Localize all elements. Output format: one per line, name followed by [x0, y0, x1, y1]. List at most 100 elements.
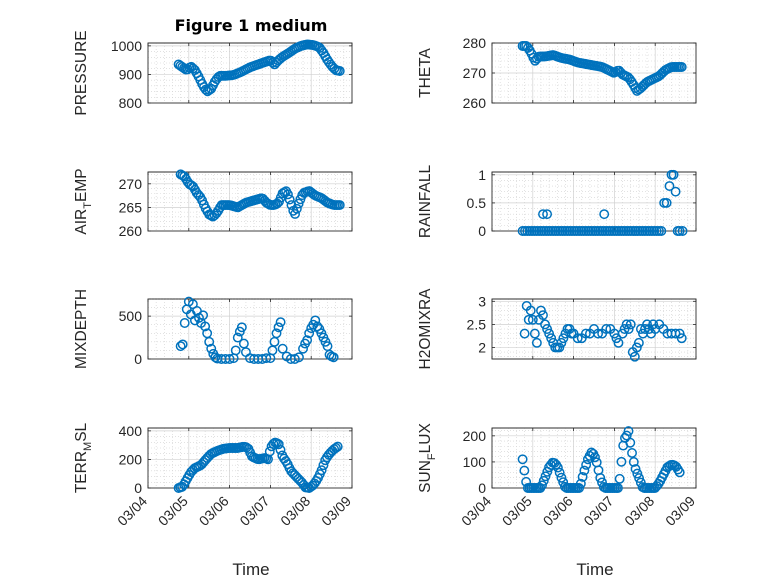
x-tick-label: 03/06: [540, 493, 576, 529]
series-markers: [517, 426, 685, 493]
y-tick-label: 100: [463, 454, 487, 470]
data-point: [575, 478, 586, 489]
subplot-mixdepth: 0 500 MIXDEPTH: [73, 289, 353, 369]
data-point: [601, 324, 612, 334]
data-point: [544, 328, 555, 339]
y-tick-label: 1000: [111, 38, 142, 54]
data-point: [206, 343, 217, 354]
data-point: [627, 447, 637, 458]
data-point: [538, 310, 548, 321]
y-axis-label-main: PRESSURE: [73, 30, 90, 115]
y-tick-label: 265: [119, 199, 143, 215]
data-point: [527, 314, 538, 325]
x-tick-label: 03/04: [458, 493, 494, 529]
data-point: [670, 186, 681, 197]
data-point: [261, 353, 272, 364]
y-axis-label-rest: EMP: [73, 168, 90, 202]
y-axis-label: H2OMIXRA: [417, 288, 434, 370]
y-axis-label: AIRTEMP: [73, 168, 94, 234]
data-point: [661, 197, 672, 208]
y-tick-label: 270: [463, 65, 487, 81]
y-tick-label: 2.5: [467, 316, 487, 332]
series-markers: [517, 169, 688, 236]
subplot-theta: 260 270 280 THETA: [417, 35, 697, 111]
y-axis-label: MIXDEPTH: [73, 289, 90, 369]
data-point: [674, 467, 685, 478]
data-point: [633, 337, 644, 348]
data-point: [542, 209, 553, 220]
series-markers: [517, 41, 687, 96]
data-point: [634, 473, 645, 484]
y-tick-label: 900: [119, 66, 143, 82]
data-point: [558, 333, 569, 344]
data-point: [175, 341, 186, 352]
data-point: [304, 328, 315, 339]
data-point: [676, 333, 687, 344]
data-point: [625, 437, 636, 448]
y-tick-label: 0: [134, 480, 142, 496]
data-point: [200, 321, 211, 332]
y-tick-label: 280: [463, 35, 487, 51]
data-point: [676, 62, 687, 72]
data-point: [177, 339, 188, 350]
data-point: [531, 337, 542, 348]
data-point: [332, 441, 343, 452]
y-tick-label: 0: [134, 351, 142, 367]
data-point: [612, 483, 623, 493]
axes-frame: [147, 171, 353, 232]
data-point: [648, 319, 659, 330]
data-point: [599, 209, 610, 220]
data-point: [619, 324, 630, 334]
data-point: [529, 328, 540, 339]
y-tick-label: 0: [478, 223, 486, 239]
series-markers: [175, 169, 345, 222]
data-point: [542, 324, 553, 334]
series-markers: [175, 296, 339, 364]
figure-title: Figure 1 medium: [175, 16, 328, 35]
data-point: [616, 456, 627, 467]
data-point: [277, 343, 288, 354]
data-point: [674, 226, 685, 236]
data-point: [540, 319, 550, 330]
y-axis-label: SUNFLUX: [417, 423, 438, 493]
subplot-h2omixra: 2 2.5 3 H2OMIXRA: [417, 288, 697, 370]
y-tick-label: 2: [478, 339, 486, 355]
x-axis-label-left: Time: [232, 560, 269, 579]
data-point: [593, 328, 604, 339]
data-point: [330, 442, 341, 453]
y-axis-label-main: TERR: [73, 451, 90, 493]
y-tick-label: 500: [119, 308, 143, 324]
data-point: [224, 354, 235, 364]
axes-background: [491, 171, 697, 232]
y-axis-label: RAINFALL: [417, 165, 434, 239]
data-point: [523, 314, 534, 325]
y-axis-label-main: THETA: [417, 48, 434, 98]
x-tick-label: 03/08: [277, 493, 313, 529]
data-point: [328, 352, 339, 363]
series-markers: [173, 437, 343, 493]
data-point: [198, 310, 209, 321]
data-point: [318, 460, 329, 471]
data-point: [577, 471, 588, 482]
data-point: [595, 472, 606, 483]
data-point: [674, 328, 685, 339]
data-point: [316, 465, 327, 476]
data-point: [579, 465, 590, 476]
data-point: [613, 337, 624, 348]
series-markers: [519, 300, 687, 362]
data-point: [630, 464, 641, 475]
data-point: [581, 459, 592, 470]
y-axis-label-rest: LUX: [417, 423, 434, 454]
data-point: [552, 462, 563, 473]
y-tick-label: 800: [119, 95, 143, 111]
x-tick-label: 03/06: [196, 493, 232, 529]
data-point: [631, 342, 642, 353]
data-point: [298, 343, 308, 354]
data-point: [574, 483, 585, 493]
data-point: [538, 475, 549, 486]
x-tick-label: 03/05: [155, 493, 191, 529]
y-tick-label: 270: [119, 176, 143, 192]
data-point: [310, 315, 321, 326]
data-point: [282, 189, 293, 200]
y-axis-label-subscript: T: [82, 202, 94, 209]
